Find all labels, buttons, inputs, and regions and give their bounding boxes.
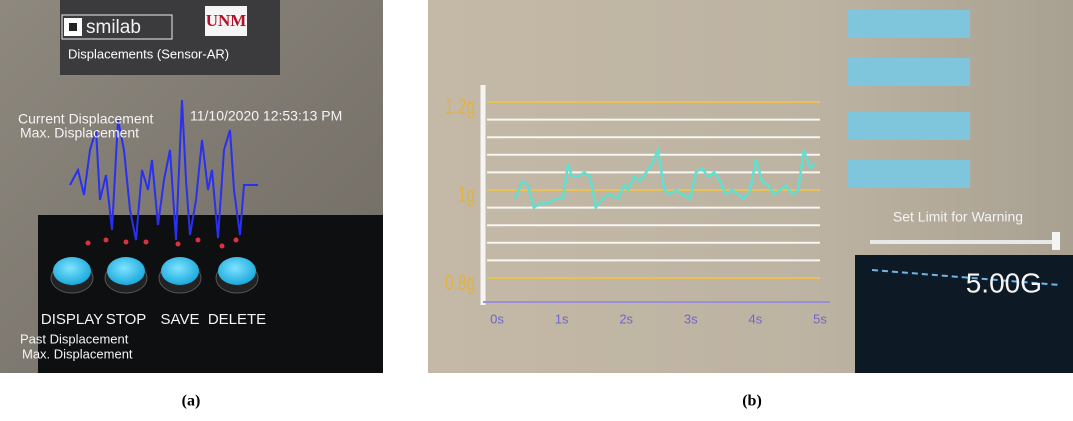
y-tick-label: 0.8g — [445, 271, 475, 295]
logo-text: smilab — [86, 17, 141, 38]
y-tick-label: 1.2g — [445, 95, 475, 119]
menu-button[interactable] — [848, 58, 970, 86]
peak-dot — [176, 242, 181, 247]
x-tick-label: 0s — [490, 311, 504, 326]
peak-dot — [144, 240, 149, 245]
past-label: Past Displacement — [20, 331, 129, 346]
peak-dot — [196, 238, 201, 243]
button-label: DISPLAY — [41, 311, 103, 328]
limit-slider[interactable] — [870, 240, 1060, 244]
x-tick-label: 3s — [684, 311, 698, 326]
peak-dot — [220, 244, 225, 249]
panel-title: Displacements (Sensor-AR) — [68, 46, 229, 61]
button[interactable] — [161, 257, 199, 285]
button-label: SAVE — [161, 311, 200, 328]
past-max-label: Max. Displacement — [22, 346, 133, 361]
button-label: DELETE — [208, 311, 266, 328]
peak-dot — [124, 240, 129, 245]
unm-logo: UNM — [206, 11, 247, 30]
timestamp: 11/10/2020 12:53:13 PM — [190, 108, 342, 124]
caption: (b) — [742, 393, 762, 410]
x-tick-label: 1s — [555, 311, 569, 326]
button[interactable] — [107, 257, 145, 285]
limit-value: 5.00G — [966, 267, 1042, 298]
slider-thumb[interactable] — [1052, 232, 1060, 250]
caption: (a) — [182, 393, 201, 410]
peak-dot — [104, 238, 109, 243]
set-limit-label: Set Limit for Warning — [893, 209, 1023, 225]
menu-button[interactable] — [848, 160, 970, 188]
button-label: STOP — [106, 311, 147, 328]
button[interactable] — [53, 257, 91, 285]
peak-dot — [234, 238, 239, 243]
max-label: Max. Displacement — [20, 125, 139, 141]
menu-button[interactable] — [848, 10, 970, 38]
logo-icon-inner — [69, 23, 77, 31]
figure: smilab UNM Displacements (Sensor-AR) Cur… — [0, 0, 1073, 416]
x-tick-label: 5s — [813, 311, 827, 326]
x-tick-label: 2s — [619, 311, 633, 326]
page: smilab UNM Displacements (Sensor-AR) Cur… — [0, 0, 1073, 416]
y-tick-label: 1g — [458, 183, 475, 207]
x-tick-label: 4s — [749, 311, 763, 326]
peak-dot — [86, 241, 91, 246]
menu-button[interactable] — [848, 112, 970, 140]
button[interactable] — [218, 257, 256, 285]
